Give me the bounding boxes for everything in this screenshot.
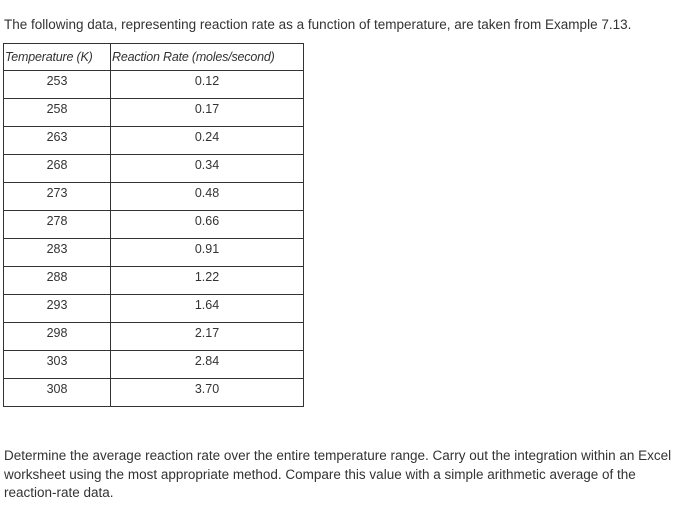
reaction-rate-cell: 1.64: [110, 294, 304, 323]
table-row: 273 0.48: [3, 182, 304, 211]
table-row: 263 0.24: [3, 126, 304, 155]
reaction-rate-cell: 3.70: [110, 378, 304, 407]
reaction-rate-cell: 2.17: [110, 322, 304, 351]
reaction-rate-cell: 1.22: [110, 266, 304, 295]
table-body: 253 0.12 258 0.17 263 0.24 268 0.34 273 0.48 278 0.…: [3, 70, 304, 407]
table-row: 268 0.34: [3, 154, 304, 183]
reaction-rate-cell: 0.48: [110, 182, 304, 211]
temperature-cell: 303: [3, 350, 111, 379]
temperature-cell: 273: [3, 182, 111, 211]
table-row: 293 1.64: [3, 294, 304, 323]
table-row: 283 0.91: [3, 238, 304, 267]
reaction-rate-cell: 0.66: [110, 210, 304, 239]
reaction-rate-cell: 0.34: [110, 154, 304, 183]
table-row: 288 1.22: [3, 266, 304, 295]
question-paragraph: Determine the average reaction rate over…: [4, 448, 672, 500]
temperature-cell: 278: [3, 210, 111, 239]
column-header-reaction-rate: Reaction Rate (moles/second): [110, 43, 304, 71]
table-header-row: Temperature (K) Reaction Rate (moles/sec…: [3, 43, 304, 71]
table-row: 258 0.17: [3, 98, 304, 127]
temperature-cell: 253: [3, 70, 111, 99]
reaction-rate-cell: 0.12: [110, 70, 304, 99]
reaction-rate-table: Temperature (K) Reaction Rate (moles/sec…: [3, 43, 304, 407]
temperature-cell: 283: [3, 238, 111, 267]
table-row: 298 2.17: [3, 322, 304, 351]
table-row: 303 2.84: [3, 350, 304, 379]
table-row: 308 3.70: [3, 378, 304, 407]
temperature-cell: 298: [3, 322, 111, 351]
intro-paragraph: The following data, representing reactio…: [4, 17, 632, 32]
reaction-rate-cell: 0.91: [110, 238, 304, 267]
reaction-rate-cell: 2.84: [110, 350, 304, 379]
reaction-rate-cell: 0.17: [110, 98, 304, 127]
temperature-cell: 308: [3, 378, 111, 407]
table-row: 278 0.66: [3, 210, 304, 239]
reaction-rate-cell: 0.24: [110, 126, 304, 155]
temperature-cell: 293: [3, 294, 111, 323]
temperature-cell: 288: [3, 266, 111, 295]
temperature-cell: 263: [3, 126, 111, 155]
table-row: 253 0.12: [3, 70, 304, 99]
column-header-temperature: Temperature (K): [3, 43, 111, 71]
temperature-cell: 258: [3, 98, 111, 127]
temperature-cell: 268: [3, 154, 111, 183]
